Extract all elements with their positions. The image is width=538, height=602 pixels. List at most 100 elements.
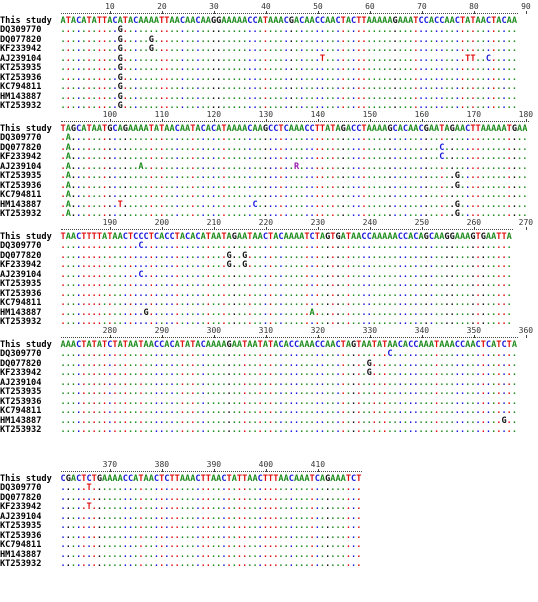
match-dot: . bbox=[459, 34, 466, 45]
match-dot: . bbox=[102, 396, 108, 407]
match-dot: . bbox=[309, 34, 315, 45]
base: G bbox=[65, 474, 71, 484]
match-dot: . bbox=[278, 44, 284, 55]
match-dot: . bbox=[356, 540, 362, 551]
match-dot: . bbox=[252, 161, 258, 172]
match-dot: . bbox=[397, 307, 403, 318]
match-dot: . bbox=[444, 63, 450, 74]
match-dot: . bbox=[86, 133, 92, 144]
match-dot: . bbox=[174, 142, 180, 153]
match-dot: . bbox=[268, 530, 274, 541]
match-dot: . bbox=[330, 152, 336, 163]
match-dot: . bbox=[299, 101, 305, 112]
match-dot: . bbox=[112, 63, 118, 74]
match-dot: . bbox=[335, 63, 341, 74]
match-dot: . bbox=[309, 521, 315, 532]
match-dot: . bbox=[91, 260, 97, 271]
match-dot: . bbox=[283, 152, 289, 163]
base: T bbox=[278, 124, 284, 134]
match-dot: . bbox=[231, 209, 237, 220]
match-dot: . bbox=[501, 298, 507, 309]
match-dot: . bbox=[164, 260, 170, 271]
match-dot: . bbox=[335, 483, 341, 494]
match-dot: . bbox=[216, 368, 222, 379]
base: T bbox=[86, 232, 92, 242]
base: C bbox=[319, 340, 326, 350]
match-dot: . bbox=[236, 101, 243, 112]
match-dot: . bbox=[335, 406, 341, 417]
match-dot: . bbox=[423, 190, 429, 201]
match-dot: . bbox=[117, 171, 123, 182]
match-dot: . bbox=[423, 72, 429, 83]
ruler-tick bbox=[421, 335, 423, 338]
match-dot: . bbox=[76, 521, 82, 532]
match-dot: . bbox=[475, 406, 481, 417]
match-dot: . bbox=[402, 91, 409, 102]
match-dot: . bbox=[122, 133, 128, 144]
match-dot: . bbox=[91, 209, 97, 220]
match-dot: . bbox=[387, 180, 393, 191]
match-dot: . bbox=[444, 25, 450, 36]
match-dot: . bbox=[86, 279, 92, 290]
match-dot: . bbox=[169, 34, 175, 45]
match-dot: . bbox=[70, 152, 77, 163]
match-dot: . bbox=[293, 152, 300, 163]
match-dot: . bbox=[112, 250, 118, 261]
position-number: 380 bbox=[154, 460, 170, 469]
match-dot: . bbox=[418, 377, 424, 388]
base: T bbox=[314, 124, 320, 134]
match-dot: . bbox=[345, 396, 351, 407]
match-dot: . bbox=[387, 288, 393, 299]
match-dot: . bbox=[434, 101, 440, 112]
base: A bbox=[454, 232, 460, 242]
match-dot: . bbox=[345, 250, 351, 261]
match-dot: . bbox=[174, 502, 180, 513]
match-dot: . bbox=[179, 511, 185, 522]
match-dot: . bbox=[278, 349, 284, 360]
match-dot: . bbox=[133, 425, 139, 436]
base: A bbox=[444, 16, 450, 26]
match-dot: . bbox=[288, 298, 294, 309]
match-dot: . bbox=[252, 209, 258, 220]
match-dot: . bbox=[402, 63, 409, 74]
match-dot: . bbox=[107, 250, 113, 261]
match-dot: . bbox=[506, 387, 512, 398]
match-dot: . bbox=[262, 53, 268, 64]
match-dot: . bbox=[413, 288, 419, 299]
match-dot: . bbox=[376, 269, 383, 280]
match-dot: . bbox=[153, 180, 160, 191]
base: T bbox=[102, 340, 108, 350]
match-dot: . bbox=[153, 171, 160, 182]
base: C bbox=[501, 340, 507, 350]
match-dot: . bbox=[465, 133, 471, 144]
match-dot: . bbox=[273, 190, 279, 201]
match-dot: . bbox=[221, 415, 227, 426]
match-dot: . bbox=[459, 415, 466, 426]
ruler-tick bbox=[109, 119, 111, 122]
position-number: 260 bbox=[466, 218, 482, 227]
match-dot: . bbox=[210, 63, 217, 74]
match-dot: . bbox=[278, 161, 284, 172]
match-dot: . bbox=[465, 250, 471, 261]
match-dot: . bbox=[376, 91, 383, 102]
base: A bbox=[408, 16, 414, 26]
match-dot: . bbox=[382, 358, 388, 369]
match-dot: . bbox=[465, 260, 471, 271]
match-dot: . bbox=[454, 269, 460, 280]
match-dot: . bbox=[319, 492, 326, 503]
match-dot: . bbox=[408, 279, 414, 290]
match-dot: . bbox=[325, 171, 331, 182]
base: A bbox=[138, 16, 144, 26]
match-dot: . bbox=[459, 53, 466, 64]
match-dot: . bbox=[107, 25, 113, 36]
match-dot: . bbox=[247, 540, 253, 551]
match-dot: . bbox=[376, 133, 383, 144]
match-dot: . bbox=[257, 72, 263, 83]
match-dot: . bbox=[278, 307, 284, 318]
match-dot: . bbox=[465, 161, 471, 172]
match-dot: . bbox=[81, 279, 87, 290]
match-dot: . bbox=[361, 209, 367, 220]
match-dot: . bbox=[335, 53, 341, 64]
match-dot: . bbox=[70, 180, 77, 191]
match-dot: . bbox=[91, 101, 97, 112]
